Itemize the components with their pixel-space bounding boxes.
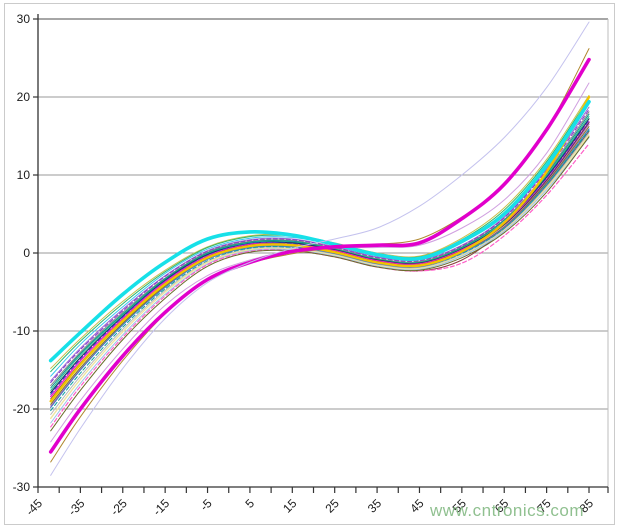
x-axis-tick-label: -25: [108, 496, 130, 518]
series-line-pale-yellow: [50, 134, 590, 420]
y-axis-tick-label: 30: [17, 12, 31, 26]
series-line-plum: [50, 123, 590, 407]
x-axis-tick-label: -35: [65, 496, 87, 518]
series-line-thistle: [50, 82, 590, 443]
series-line-gray: [50, 111, 590, 387]
y-axis-tick-label: 20: [17, 90, 31, 104]
series-line-teal-dashed: [50, 130, 590, 412]
y-axis-tick-label: 10: [17, 168, 31, 182]
series-line-olive: [50, 126, 590, 405]
y-axis-tick-label: 0: [23, 246, 30, 260]
series-line-magenta-thick: [48, 57, 591, 454]
series-line-cyan-thick: [48, 99, 591, 363]
x-axis-tick-label: -45: [23, 496, 45, 518]
x-axis-tick-label: 75: [534, 496, 554, 516]
series-line-dark-gray: [50, 122, 590, 401]
series-line-light-blue: [50, 137, 590, 424]
series-line-tan-gold-steep: [50, 48, 590, 463]
x-axis-tick-label: 85: [577, 496, 597, 516]
x-axis-tick-label: -15: [150, 496, 172, 518]
x-axis-tick-label: 65: [492, 496, 512, 516]
chart-frame: [4, 3, 615, 525]
series-line-dark-olive: [50, 136, 590, 432]
series-line-magenta-thin: [50, 121, 590, 398]
series-line-violet: [50, 106, 590, 382]
series-line-lavender-steep: [50, 21, 590, 476]
x-axis-tick-label: 45: [407, 496, 427, 516]
series-line-purple-dashed: [50, 109, 590, 383]
y-axis-tick-label: -30: [13, 480, 31, 494]
x-axis-tick-label: 15: [280, 496, 300, 516]
y-axis-tick-label: -10: [13, 324, 31, 338]
x-axis-tick-label: -5: [197, 496, 215, 514]
y-axis-tick-label: -20: [13, 402, 31, 416]
series-line-blue-dashed: [50, 119, 590, 395]
x-axis-tick-label: 5: [242, 496, 257, 511]
x-axis-tick-label: 25: [322, 496, 342, 516]
series-line-navy: [50, 118, 590, 394]
series-line-maroon: [50, 130, 590, 400]
x-axis-tick-label: 35: [365, 496, 385, 516]
series-line-steel-blue: [50, 128, 590, 408]
x-axis-tick-label: 55: [450, 496, 470, 516]
